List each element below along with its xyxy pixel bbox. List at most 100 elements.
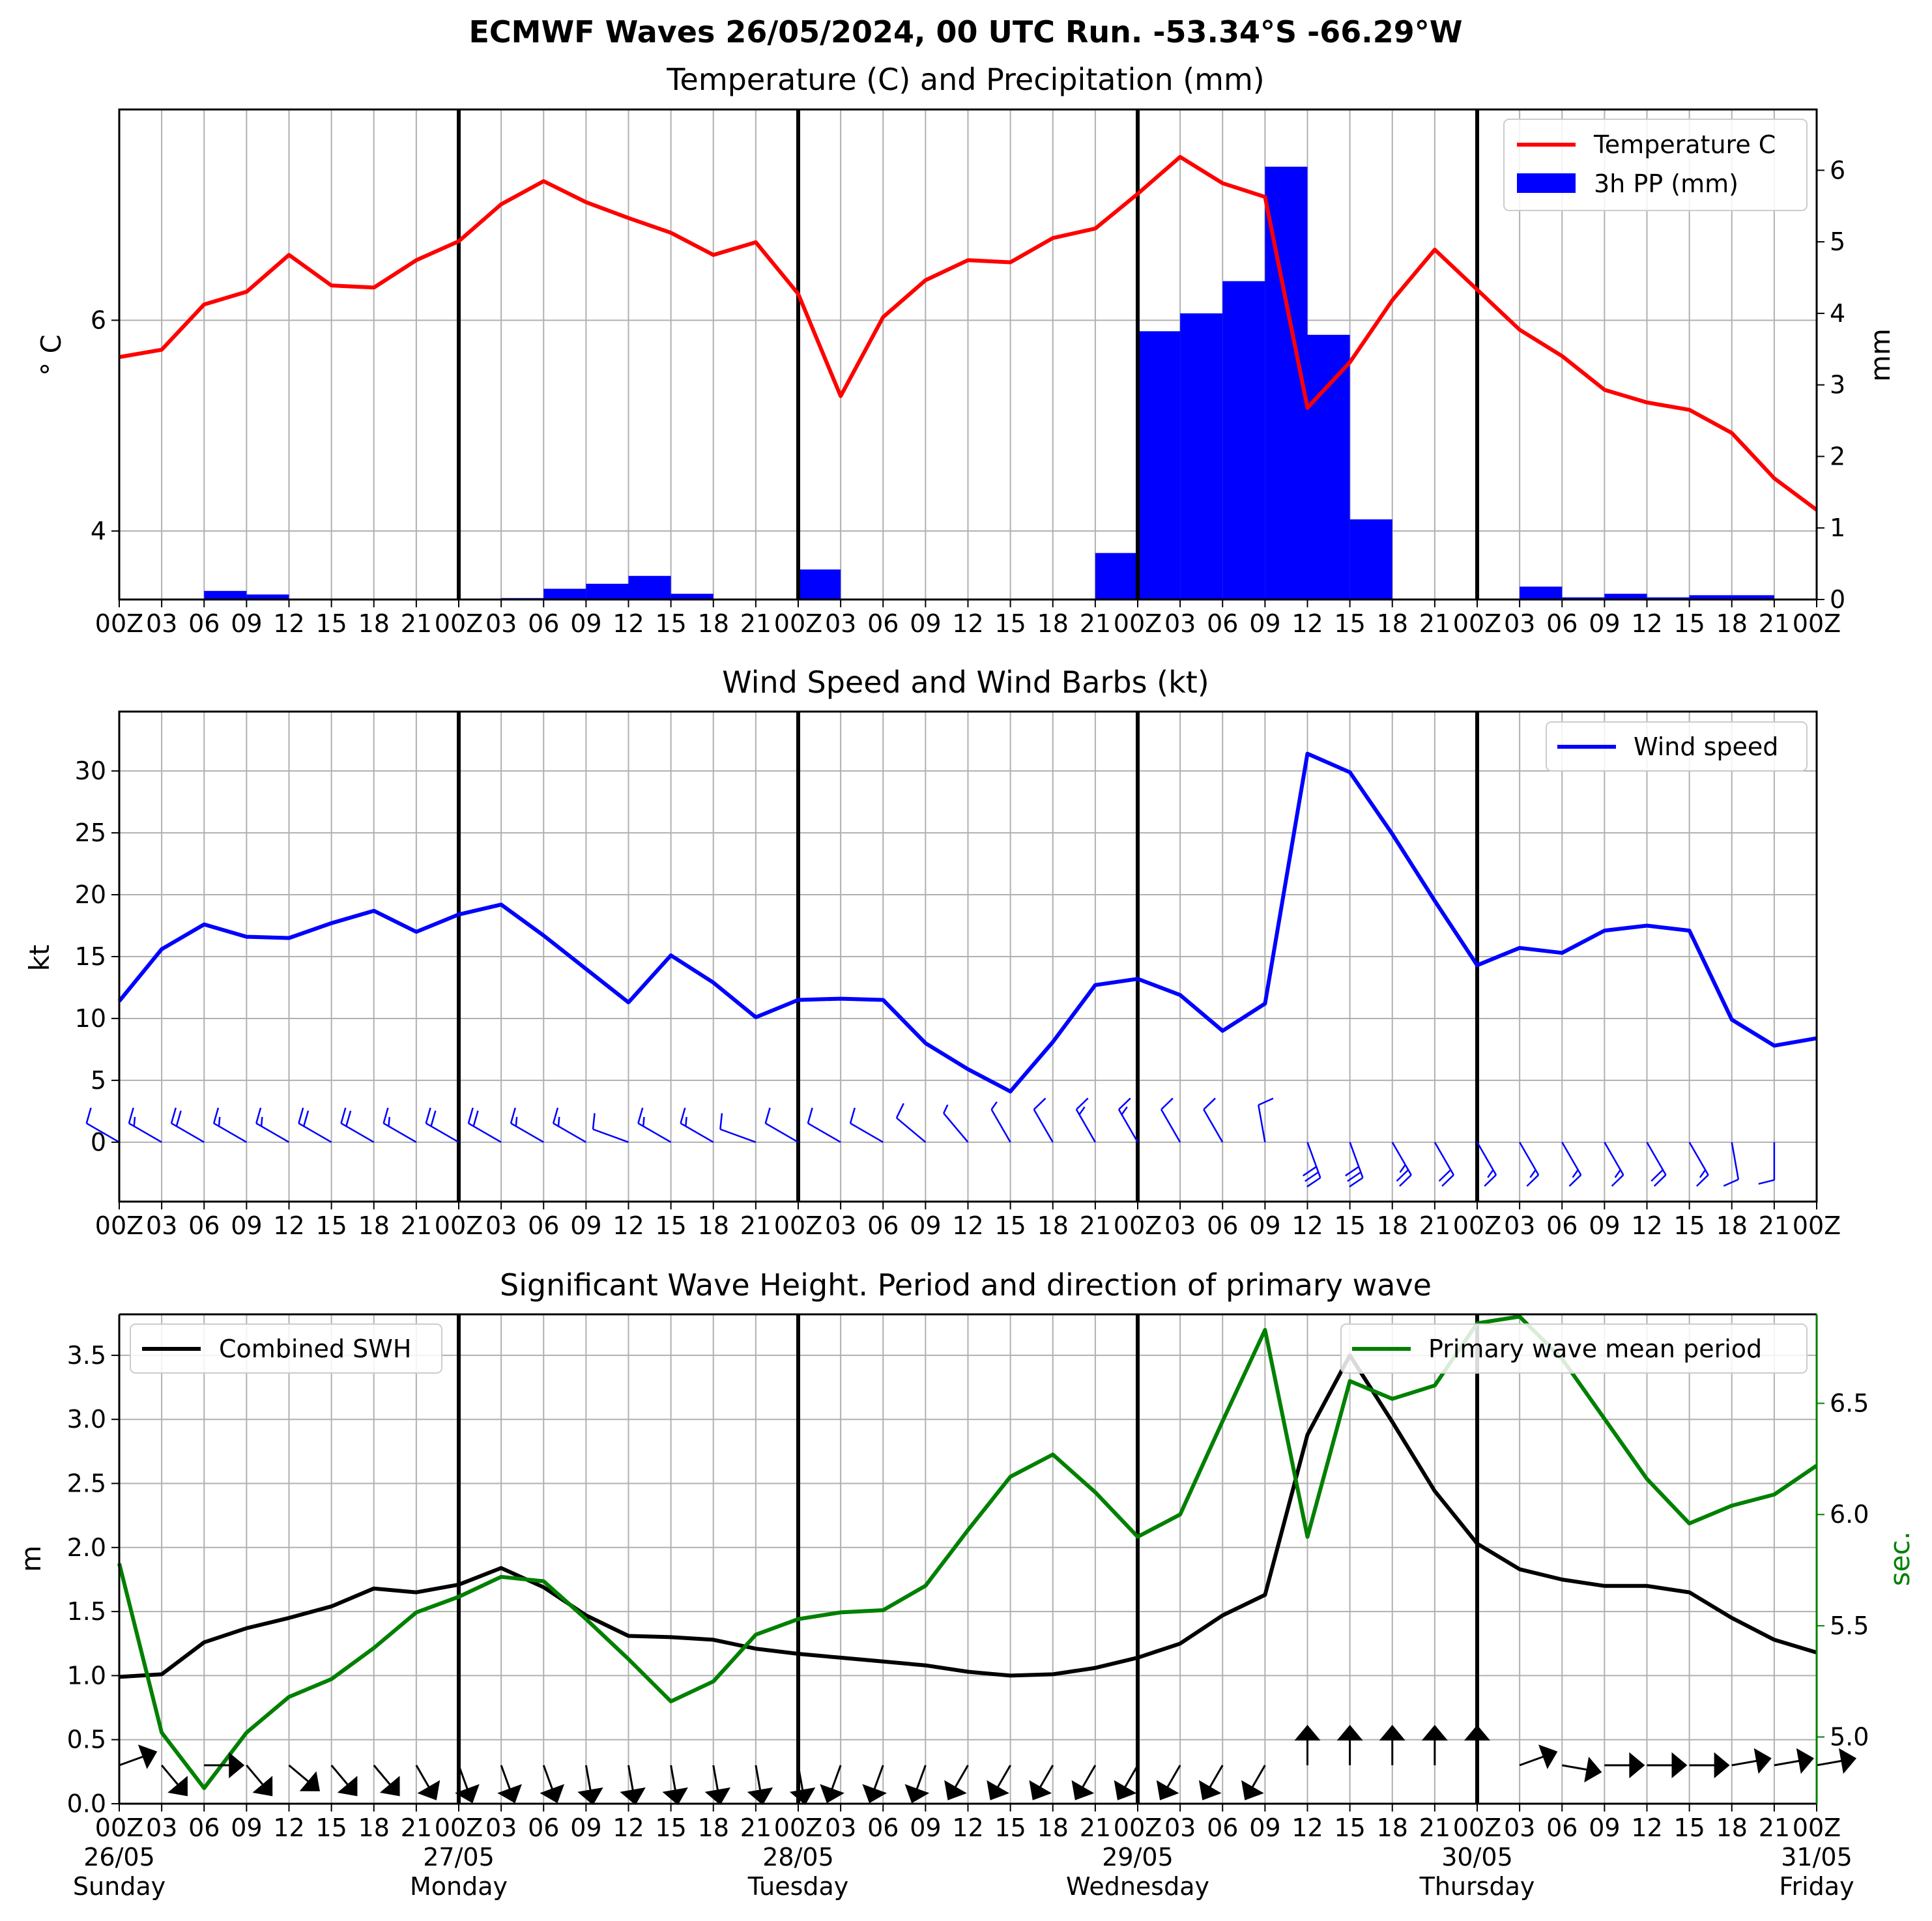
- wave-direction-arrow-head: [1379, 1725, 1406, 1741]
- x-tick-label: 03: [825, 1813, 856, 1842]
- panel-title-waves: Significant Wave Height. Period and dire…: [500, 1267, 1432, 1303]
- x-tick-label: 06: [188, 1813, 220, 1842]
- wave-direction-arrow-shaft: [914, 1765, 927, 1793]
- y-tick-label: 0.5: [67, 1726, 106, 1754]
- x-tick-label: 00Z: [95, 1211, 143, 1240]
- x-tick-label: 12: [613, 1211, 644, 1240]
- day-weekday-label: Monday: [410, 1872, 508, 1901]
- legend-period-label: Primary wave mean period: [1428, 1335, 1762, 1363]
- wind-barb-staff: [1476, 1142, 1497, 1176]
- x-tick-label: 03: [485, 1813, 517, 1842]
- wave-direction-arrow-shaft: [1164, 1765, 1181, 1791]
- wave-direction-arrow-head: [1538, 1744, 1558, 1769]
- x-tick-label: 00Z: [1114, 1813, 1162, 1842]
- panel3-x-ticks: 00Z 03 06 09 12 15 18 21 00Z 03 06 09 12 15 18 21 00Z 03 0…: [95, 1804, 1841, 1842]
- wind-barb-feather: [1121, 1106, 1128, 1116]
- legend-temperature-label: Temperature C: [1593, 130, 1776, 159]
- wind-barb-feather: [1695, 1174, 1709, 1187]
- day-date-label: 31/05: [1781, 1843, 1853, 1871]
- wind-barb-feather: [1441, 1174, 1454, 1187]
- wave-direction-arrow-head: [904, 1784, 930, 1804]
- x-tick-label: 03: [146, 1813, 177, 1842]
- wind-barb-feather: [1347, 1171, 1362, 1182]
- y-tick-label: 3.5: [67, 1341, 106, 1370]
- panel1-y-axis-label: ° C: [35, 334, 67, 376]
- x-tick-label: 09: [910, 1813, 941, 1842]
- x-tick-label: 15: [1673, 609, 1705, 638]
- x-tick-label: 03: [1164, 1813, 1196, 1842]
- x-tick-label: 12: [1291, 609, 1323, 638]
- wind-barb-staff: [850, 1122, 884, 1143]
- wind-barbs: [85, 1097, 1776, 1188]
- x-tick-label: 21: [740, 1211, 771, 1240]
- precip-bar: [1222, 281, 1265, 599]
- x-tick-label: 18: [698, 1813, 729, 1842]
- wind-barb-feather: [1305, 1171, 1319, 1182]
- precipitation-bars: [204, 166, 1774, 599]
- right-y-tick-label: 6.5: [1830, 1389, 1869, 1418]
- wind-barb-staff: [213, 1122, 248, 1143]
- wind-barb-feather: [990, 1101, 998, 1110]
- panel-title-temperature-precipitation: Temperature (C) and Precipitation (mm): [666, 62, 1264, 97]
- x-tick-label: 09: [231, 1813, 262, 1842]
- wind-barb-feather: [1572, 1169, 1579, 1178]
- panel2-legend: Wind speed: [1546, 721, 1808, 772]
- x-tick-label: 15: [315, 1211, 347, 1240]
- wind-barb-feather: [1078, 1106, 1086, 1116]
- wave-direction-arrow-head: [417, 1780, 440, 1800]
- wave-direction-arrow-head: [1156, 1780, 1179, 1800]
- wind-barb-staff: [1349, 1142, 1364, 1178]
- wind-barb-feather: [1306, 1177, 1321, 1188]
- wave-direction-arrow-head: [137, 1744, 158, 1769]
- wind-barb-staff: [1561, 1142, 1582, 1176]
- panel-title-wind: Wind Speed and Wind Barbs (kt): [722, 665, 1209, 700]
- x-tick-label: 21: [1419, 609, 1450, 638]
- wave-direction-arrow-shaft: [1774, 1759, 1803, 1767]
- panel2-y-ticks: 0 5 10 15 20 25 30: [75, 757, 119, 1157]
- wind-barb-staff: [1519, 1142, 1540, 1176]
- wave-direction-arrow-head: [1421, 1725, 1448, 1741]
- right-y-tick-label: 6.0: [1830, 1500, 1869, 1529]
- x-tick-label: 15: [1673, 1813, 1705, 1842]
- x-tick-label: 06: [867, 1813, 899, 1842]
- x-tick-label: 00Z: [1114, 609, 1162, 638]
- wind-barb-feather: [642, 1116, 645, 1127]
- x-tick-label: 15: [655, 1211, 686, 1240]
- panel2-y-axis-label: kt: [23, 945, 55, 972]
- wind-barb-feather: [637, 1107, 644, 1124]
- right-y-tick-label: 5: [1830, 227, 1845, 256]
- wind-barb-staff: [1033, 1108, 1054, 1143]
- x-tick-label: 09: [231, 1211, 262, 1240]
- wave-direction-arrow-head: [1671, 1752, 1688, 1779]
- x-tick-label: 21: [401, 1211, 432, 1240]
- wind-barb-feather: [1118, 1097, 1131, 1110]
- wind-barb-feather: [128, 1107, 134, 1124]
- wind-barb-staff: [1604, 1142, 1624, 1176]
- wind-barb-feather: [1614, 1169, 1621, 1178]
- x-tick-label: 03: [1504, 1813, 1535, 1842]
- right-y-tick-label: 4: [1830, 299, 1845, 328]
- precip-bar: [1520, 586, 1563, 599]
- wave-direction-arrow-head: [337, 1776, 358, 1797]
- wind-barb-feather: [1484, 1174, 1497, 1187]
- wind-barb-feather: [1161, 1097, 1174, 1110]
- wind-barb-feather: [1611, 1174, 1624, 1187]
- wave-direction-arrow-head: [1464, 1725, 1490, 1741]
- legend-precip-swatch: [1517, 173, 1576, 193]
- wave-direction-arrow-shaft: [1816, 1759, 1845, 1767]
- wave-direction-arrow-shaft: [1561, 1764, 1591, 1772]
- wave-direction-arrow-head: [987, 1780, 1009, 1800]
- x-tick-label: 12: [273, 1211, 304, 1240]
- wind-barb-feather: [175, 1110, 182, 1127]
- wind-barb-feather: [1258, 1097, 1274, 1106]
- x-tick-label: 00Z: [95, 1813, 143, 1842]
- wave-direction-arrow-head: [1336, 1725, 1363, 1741]
- precip-bar: [204, 590, 247, 599]
- wave-direction-arrow-head: [1241, 1780, 1264, 1800]
- wave-direction-arrow-shaft: [1519, 1754, 1547, 1767]
- wind-barb-feather: [1723, 1178, 1739, 1187]
- panel2-x-ticks: 00Z 03 06 09 12 15 18 21 00Z 03 06 09 12 15 18 21 00Z 03 0…: [95, 1202, 1841, 1240]
- x-tick-label: 06: [1546, 1211, 1578, 1240]
